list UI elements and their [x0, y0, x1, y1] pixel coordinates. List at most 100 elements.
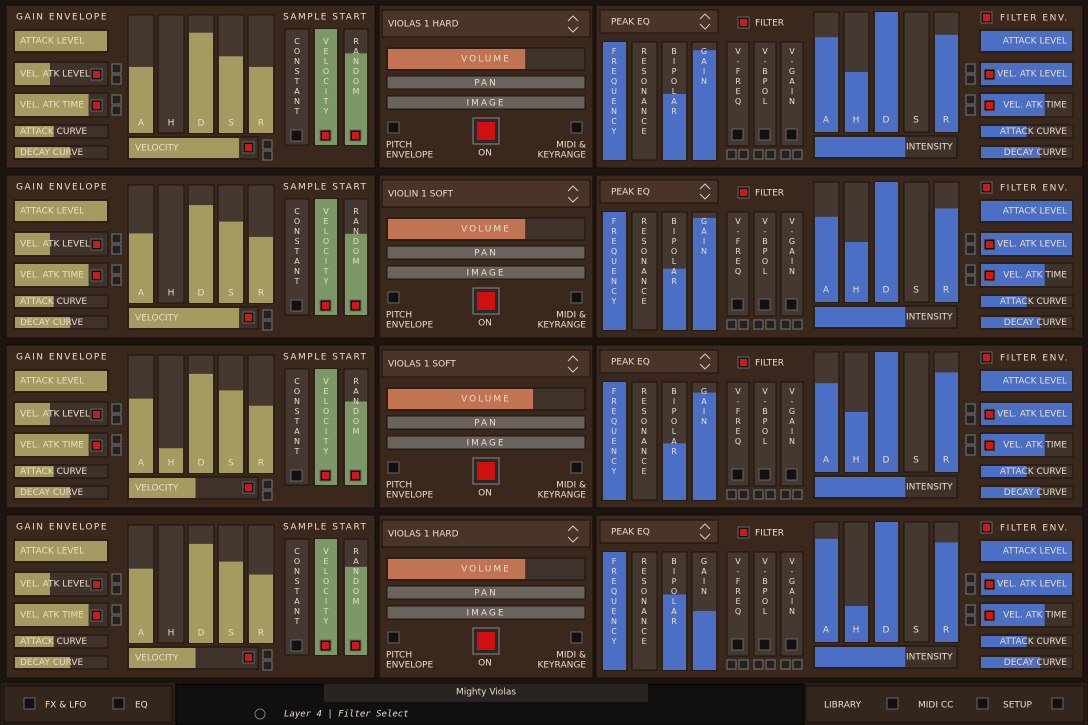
image-label: IMAGE — [466, 439, 505, 449]
link-icon — [965, 233, 976, 244]
filter-envelope-slider — [815, 216, 838, 302]
gain-mod-slider — [15, 487, 71, 498]
filter-envelope-slider-track — [903, 11, 930, 133]
link-icon — [111, 63, 122, 74]
eq-slider — [693, 217, 716, 330]
link-icon — [111, 615, 122, 626]
filter-envelope-slider — [845, 412, 868, 472]
section-title: SAMPLE START — [283, 523, 368, 533]
gain-mod-label: VEL. ATK LEVEL — [20, 70, 90, 80]
filter-mod-slider — [981, 403, 1072, 425]
stage-label: R — [258, 459, 264, 469]
eq-velocity-label: V-GAIN — [788, 217, 797, 277]
link-icon — [111, 233, 122, 244]
mod-toggle-on — [986, 272, 993, 279]
stage-label: D — [198, 629, 205, 639]
link-icon — [111, 74, 122, 85]
gain-mod-label: VEL. ATK TIME — [20, 441, 84, 451]
eq-velocity-slider-track — [780, 211, 804, 317]
stage-label: S — [228, 289, 234, 299]
midi-keyrange-label: MIDI & — [556, 651, 586, 661]
sample-mode-label: RANDOM — [352, 207, 361, 267]
sample-start-slider — [345, 53, 367, 145]
dropdown-arrow — [699, 353, 711, 370]
intensity-label: INTENSITY — [906, 143, 953, 153]
link-icon — [965, 584, 976, 595]
link-icon — [780, 149, 791, 160]
filter-envelope-slider-track — [903, 351, 930, 473]
filter-envelope-slider — [935, 542, 958, 642]
eq-velocity-label: V-FREQ — [734, 557, 743, 617]
eq-slider — [663, 268, 686, 330]
section-title: SAMPLE START — [283, 353, 368, 363]
pan-label: PAN — [474, 589, 498, 599]
midi-cc-button: MIDI CC — [918, 701, 953, 711]
filter-mod-slider — [981, 31, 1072, 51]
stage-label: A — [823, 286, 830, 296]
filter-mod-slider — [981, 573, 1072, 595]
filter-envelope-slider — [875, 352, 898, 472]
section-title: FILTER ENV. — [1000, 14, 1069, 24]
eq-velocity-toggle — [785, 468, 798, 481]
filter-mod-slider — [981, 636, 1027, 647]
link-icon — [726, 659, 737, 670]
eq-slider-track — [631, 41, 658, 161]
sample-start-slider-track — [284, 198, 310, 316]
eq-velocity-label: V-BPOL — [761, 387, 770, 447]
pan-label: PAN — [474, 249, 498, 259]
eq-velocity-slider-track — [726, 211, 750, 317]
sample-mode-toggle — [290, 639, 303, 652]
stage-label: R — [943, 286, 949, 296]
mod-toggle-on — [93, 102, 100, 109]
filter-envelope-slider — [935, 34, 958, 132]
volume-slider — [388, 219, 526, 239]
sample-mode-label: CONSTANT — [293, 547, 302, 627]
stage-label: S — [913, 626, 919, 636]
filter-mod-slider — [981, 466, 1027, 477]
filter-mod-label: ATTACK CURVE — [1000, 467, 1067, 477]
fx-lfo-button: FX & LFO — [45, 701, 86, 711]
section-title: GAIN ENVELOPE — [16, 523, 108, 533]
pitch-envelope-toggle — [387, 461, 400, 474]
stage-label: R — [943, 456, 949, 466]
filter-envelope-slider — [845, 606, 868, 642]
eq-dropdown — [599, 519, 719, 544]
section-title: SAMPLE START — [283, 183, 368, 193]
filter-mod-slider — [981, 434, 1045, 456]
filter-envelope-slider — [845, 72, 868, 132]
gain-mod-slider — [15, 657, 71, 668]
image-label: IMAGE — [466, 99, 505, 109]
intensity-slider — [815, 647, 906, 667]
sample-mode-toggle-on — [322, 132, 329, 139]
velocity-label: VELOCITY — [135, 144, 179, 154]
link-icon — [792, 149, 803, 160]
eq-velocity-slider-track — [780, 381, 804, 487]
eq-velocity-toggle — [785, 298, 798, 311]
gain-mod-label: VEL. ATK TIME — [20, 611, 84, 621]
fx-lfo-toggle — [23, 697, 36, 710]
gain-mod-slider — [15, 296, 54, 307]
gain-mod-label: ATTACK LEVEL — [20, 37, 84, 47]
velocity-label: VELOCITY — [135, 484, 179, 494]
eq-velocity-slider-track — [753, 211, 777, 317]
pitch-envelope-label: PITCH — [386, 311, 412, 321]
link-icon — [262, 309, 273, 320]
stage-label: A — [138, 629, 145, 639]
pitch-envelope-toggle — [387, 291, 400, 304]
image-label: IMAGE — [466, 269, 505, 279]
eq-velocity-slider-track — [753, 41, 777, 147]
eq-velocity-label: V-GAIN — [788, 557, 797, 617]
stage-label: A — [138, 119, 145, 129]
eq-slider — [603, 42, 626, 160]
filter-mod-label: DECAY CURVE — [1004, 488, 1068, 498]
mod-toggle-on — [93, 241, 100, 248]
gain-mod-label: ATTACK CURVE — [20, 467, 87, 477]
stage-label: S — [228, 459, 234, 469]
section-title: GAIN ENVELOPE — [16, 13, 108, 23]
volume-label: VOLUME — [461, 565, 511, 575]
mod-toggle-on — [986, 71, 993, 78]
stage-label: D — [198, 459, 205, 469]
stage-label: H — [168, 459, 175, 469]
link-icon — [262, 649, 273, 660]
filter-mod-slider — [981, 63, 1072, 85]
